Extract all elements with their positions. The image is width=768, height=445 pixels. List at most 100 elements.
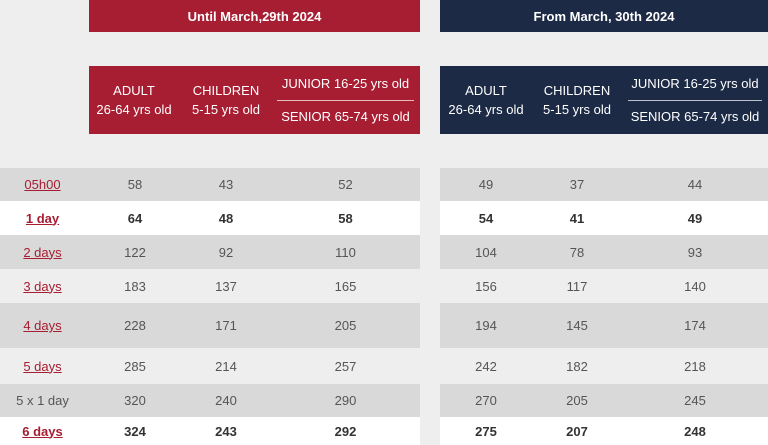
- price-cell: 248: [684, 423, 706, 439]
- row-label[interactable]: 6 days: [0, 417, 85, 445]
- table-row: 6 days 324 243 292 275 207 248: [0, 417, 768, 445]
- header-children: CHILDREN 5-15 yrs old: [532, 66, 622, 134]
- header-after: ADULT 26-64 yrs old CHILDREN 5-15 yrs ol…: [440, 66, 768, 134]
- price-cell: 243: [215, 423, 237, 439]
- price-cell: 245: [684, 393, 706, 408]
- header-senior: SENIOR 65-74 yrs old: [630, 109, 760, 124]
- duration-link[interactable]: 3 days: [23, 278, 62, 294]
- price-cell: 64: [127, 210, 143, 226]
- header-senior: SENIOR 65-74 yrs old: [281, 109, 410, 124]
- table-row: 4 days 228 171 205 194 145 174: [0, 303, 768, 348]
- price-cell: 285: [124, 358, 146, 374]
- header-junior: JUNIOR 16-25 yrs old: [631, 76, 759, 91]
- column-gap: [420, 417, 440, 445]
- price-cell: 324: [124, 423, 146, 439]
- price-cell: 49: [687, 210, 703, 226]
- row-label[interactable]: 4 days: [0, 303, 85, 348]
- column-gap: [420, 201, 440, 235]
- price-cell: 122: [124, 244, 146, 260]
- price-cell: 182: [566, 358, 588, 374]
- header-children-age: 5-15 yrs old: [543, 102, 611, 117]
- duration-link[interactable]: 6 days: [22, 423, 63, 439]
- header-adult-age: 26-64 yrs old: [96, 102, 172, 117]
- price-cell: 320: [124, 393, 146, 408]
- price-cell: 43: [218, 177, 234, 192]
- period-after-title: From March, 30th 2024: [440, 0, 768, 32]
- price-cell: 292: [334, 423, 357, 439]
- price-cell: 275: [475, 423, 497, 439]
- row-background: [0, 348, 768, 384]
- header-adult-label: ADULT: [465, 83, 507, 98]
- price-cell: 140: [684, 278, 706, 294]
- price-cell: 242: [475, 358, 497, 374]
- price-cell: 270: [475, 393, 497, 408]
- row-background: [0, 168, 768, 201]
- price-cell: 110: [335, 244, 356, 260]
- price-cell: 58: [338, 210, 353, 226]
- price-cell: 93: [687, 244, 703, 260]
- table-row: 05h00 58 43 52 49 37 44: [0, 168, 768, 201]
- price-cell: 207: [566, 423, 588, 439]
- table-row: 5 x 1 day 320 240 290 270 205 245: [0, 384, 768, 417]
- price-cell: 183: [124, 278, 146, 294]
- header-junior: JUNIOR 16-25 yrs old: [281, 76, 410, 91]
- header-divider: [277, 100, 414, 101]
- table-row: 5 days 285 214 257 242 182 218: [0, 348, 768, 384]
- price-cell: 44: [687, 177, 703, 192]
- period-before-title: Until March,29th 2024: [89, 0, 420, 32]
- price-cell: 92: [218, 244, 234, 260]
- row-label[interactable]: 2 days: [0, 235, 85, 269]
- price-cell: 48: [218, 210, 234, 226]
- price-cell: 104: [475, 244, 497, 260]
- table-row: 2 days 122 92 110 104 78 93: [0, 235, 768, 269]
- duration-link[interactable]: 5 days: [23, 358, 62, 374]
- header-before: ADULT 26-64 yrs old CHILDREN 5-15 yrs ol…: [89, 66, 420, 134]
- duration-link[interactable]: 2 days: [23, 244, 62, 260]
- header-junior-senior: JUNIOR 16-25 yrs old SENIOR 65-74 yrs ol…: [271, 66, 420, 134]
- duration-link[interactable]: 05h00: [24, 177, 61, 192]
- row-background: [0, 384, 768, 417]
- header-adult-age: 26-64 yrs old: [448, 102, 524, 117]
- column-gap: [420, 235, 440, 269]
- header-adult: ADULT 26-64 yrs old: [89, 66, 179, 134]
- header-children: CHILDREN 5-15 yrs old: [181, 66, 271, 134]
- price-cell: 205: [334, 318, 357, 333]
- row-background: [0, 303, 768, 348]
- row-background: [0, 201, 768, 235]
- price-cell: 156: [475, 278, 497, 294]
- duration-link[interactable]: 4 days: [23, 318, 62, 333]
- price-cell: 58: [127, 177, 143, 192]
- column-gap: [420, 168, 440, 201]
- row-label[interactable]: 3 days: [0, 269, 85, 303]
- price-cell: 52: [338, 177, 353, 192]
- column-gap: [420, 303, 440, 348]
- header-divider: [628, 100, 762, 101]
- row-background: [0, 269, 768, 303]
- price-cell: 145: [566, 318, 588, 333]
- header-children-label: CHILDREN: [192, 83, 260, 98]
- price-cell: 218: [684, 358, 706, 374]
- header-children-age: 5-15 yrs old: [192, 102, 260, 117]
- row-label[interactable]: 5 days: [0, 348, 85, 384]
- column-gap: [420, 269, 440, 303]
- row-label[interactable]: 1 day: [0, 201, 85, 235]
- price-cell: 165: [334, 278, 357, 294]
- row-background: [0, 235, 768, 269]
- price-cell: 194: [475, 318, 497, 333]
- price-cell: 37: [569, 177, 585, 192]
- table-row: 3 days 183 137 165 156 117 140: [0, 269, 768, 303]
- column-gap: [420, 384, 440, 417]
- duration-link[interactable]: 1 day: [25, 210, 60, 226]
- price-cell: 174: [684, 318, 706, 333]
- price-cell: 257: [334, 358, 357, 374]
- row-background: [0, 417, 768, 445]
- price-cell: 240: [215, 393, 237, 408]
- price-cell: 117: [566, 278, 588, 294]
- price-cell: 54: [478, 210, 494, 226]
- price-cell: 214: [215, 358, 237, 374]
- price-cell: 41: [569, 210, 585, 226]
- header-junior-senior: JUNIOR 16-25 yrs old SENIOR 65-74 yrs ol…: [622, 66, 768, 134]
- header-adult-label: ADULT: [113, 83, 155, 98]
- row-label[interactable]: 05h00: [0, 168, 85, 201]
- price-cell: 171: [215, 318, 237, 333]
